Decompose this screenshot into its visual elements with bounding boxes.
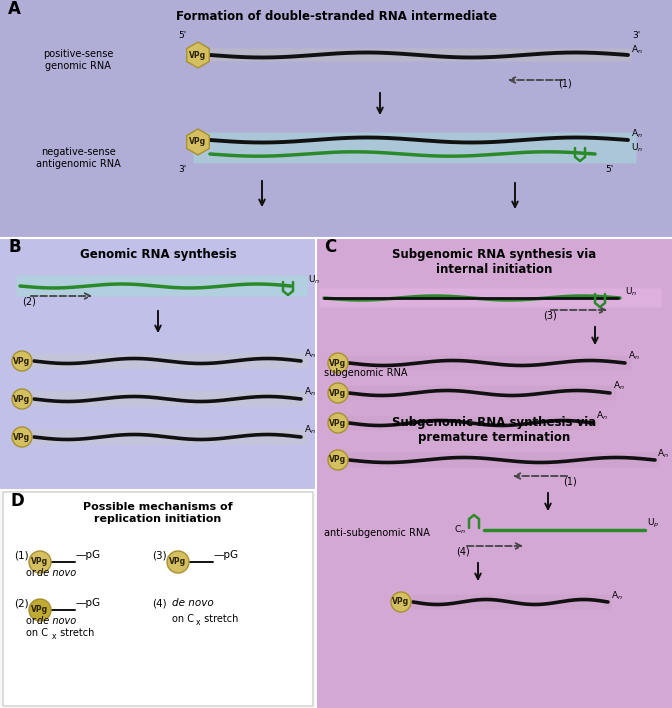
Text: U$_n$: U$_n$ [625, 286, 637, 299]
Bar [0, 0, 672, 238]
Text: A$_n$: A$_n$ [596, 410, 608, 423]
Text: stretch: stretch [57, 628, 94, 638]
Text: stretch: stretch [201, 614, 239, 624]
Circle shape [29, 599, 51, 621]
Text: A$_n$: A$_n$ [631, 128, 643, 140]
Text: C$_n$: C$_n$ [454, 523, 466, 535]
Text: A$_n$: A$_n$ [304, 386, 316, 399]
Bar [0, 490, 316, 708]
Text: B: B [8, 238, 21, 256]
Text: U$_n$: U$_n$ [631, 142, 643, 154]
Text: VPg: VPg [329, 455, 347, 464]
Text: VPg: VPg [13, 394, 30, 404]
FancyBboxPatch shape [347, 416, 599, 430]
FancyBboxPatch shape [194, 132, 636, 164]
Text: Formation of double-stranded RNA intermediate: Formation of double-stranded RNA interme… [175, 10, 497, 23]
Text: VPg: VPg [329, 418, 347, 428]
Text: de novo: de novo [172, 598, 214, 608]
Text: 3': 3' [632, 31, 640, 40]
Text: A$_n$: A$_n$ [631, 43, 643, 55]
Circle shape [167, 551, 189, 573]
Text: Possible mechanisms of
replication initiation: Possible mechanisms of replication initi… [83, 502, 233, 524]
Text: (1): (1) [14, 550, 29, 560]
FancyBboxPatch shape [347, 452, 659, 467]
Text: U$_n$: U$_n$ [308, 274, 321, 287]
Text: —pG: —pG [76, 550, 101, 560]
Circle shape [12, 351, 32, 371]
Text: D: D [10, 492, 24, 510]
Text: negative-sense
antigenomic RNA: negative-sense antigenomic RNA [36, 147, 120, 169]
Text: C: C [324, 238, 336, 256]
Text: VPg: VPg [169, 557, 187, 566]
Text: positive-sense
genomic RNA: positive-sense genomic RNA [43, 49, 113, 71]
Text: Subgenomic RNA synthesis via
premature termination: Subgenomic RNA synthesis via premature t… [392, 416, 596, 444]
Text: or: or [26, 616, 39, 626]
FancyBboxPatch shape [32, 392, 308, 406]
Text: —pG: —pG [76, 598, 101, 608]
FancyBboxPatch shape [32, 353, 308, 368]
Text: VPg: VPg [32, 557, 48, 566]
Text: A$_n$: A$_n$ [657, 447, 669, 459]
Text: VPg: VPg [13, 433, 30, 442]
Text: —pG: —pG [214, 550, 239, 560]
Text: VPg: VPg [190, 50, 206, 59]
Text: (3): (3) [543, 310, 556, 320]
Bar [0, 238, 316, 490]
Circle shape [12, 389, 32, 409]
Text: on C: on C [172, 614, 194, 624]
Text: on C: on C [26, 628, 48, 638]
Text: VPg: VPg [32, 605, 48, 615]
Text: (4): (4) [456, 546, 470, 556]
Text: anti-subgenomic RNA: anti-subgenomic RNA [324, 528, 430, 538]
Text: A$_n$: A$_n$ [611, 589, 623, 602]
Text: (2): (2) [22, 296, 36, 306]
Text: VPg: VPg [190, 137, 206, 147]
Text: 5': 5' [605, 165, 614, 174]
Circle shape [328, 383, 348, 403]
Circle shape [328, 353, 348, 373]
Text: VPg: VPg [13, 357, 30, 365]
Text: (2): (2) [14, 598, 29, 608]
FancyBboxPatch shape [347, 355, 632, 370]
FancyBboxPatch shape [347, 385, 616, 401]
Circle shape [328, 450, 348, 470]
Text: VPg: VPg [329, 358, 347, 367]
Text: VPg: VPg [329, 389, 347, 397]
Circle shape [328, 413, 348, 433]
Text: 3': 3' [178, 165, 186, 174]
Text: A$_n$: A$_n$ [613, 380, 625, 392]
FancyBboxPatch shape [3, 492, 313, 706]
FancyBboxPatch shape [411, 595, 612, 610]
Text: 5': 5' [178, 31, 186, 40]
Text: U$_p$: U$_p$ [647, 518, 659, 530]
Text: Genomic RNA synthesis: Genomic RNA synthesis [79, 248, 237, 261]
Text: A$_n$: A$_n$ [304, 424, 316, 437]
Text: A$_n$: A$_n$ [628, 350, 640, 362]
FancyBboxPatch shape [208, 49, 632, 62]
Text: subgenomic RNA: subgenomic RNA [324, 368, 407, 378]
Text: de novo: de novo [37, 568, 76, 578]
FancyBboxPatch shape [17, 275, 308, 297]
FancyBboxPatch shape [319, 288, 661, 307]
Text: (4): (4) [152, 598, 167, 608]
Text: (3): (3) [152, 550, 167, 560]
Text: x: x [52, 632, 56, 641]
FancyBboxPatch shape [32, 430, 308, 445]
Circle shape [391, 592, 411, 612]
Text: x: x [196, 618, 200, 627]
Circle shape [12, 427, 32, 447]
Text: Subgenomic RNA synthesis via
internal initiation: Subgenomic RNA synthesis via internal in… [392, 248, 596, 276]
Text: A: A [8, 0, 21, 18]
Text: VPg: VPg [392, 598, 409, 607]
Text: de novo: de novo [37, 616, 76, 626]
Bar [316, 238, 672, 708]
Text: (1): (1) [558, 79, 572, 89]
Text: A$_n$: A$_n$ [304, 348, 316, 360]
Circle shape [29, 551, 51, 573]
Text: (1): (1) [563, 476, 577, 486]
Text: or: or [26, 568, 39, 578]
